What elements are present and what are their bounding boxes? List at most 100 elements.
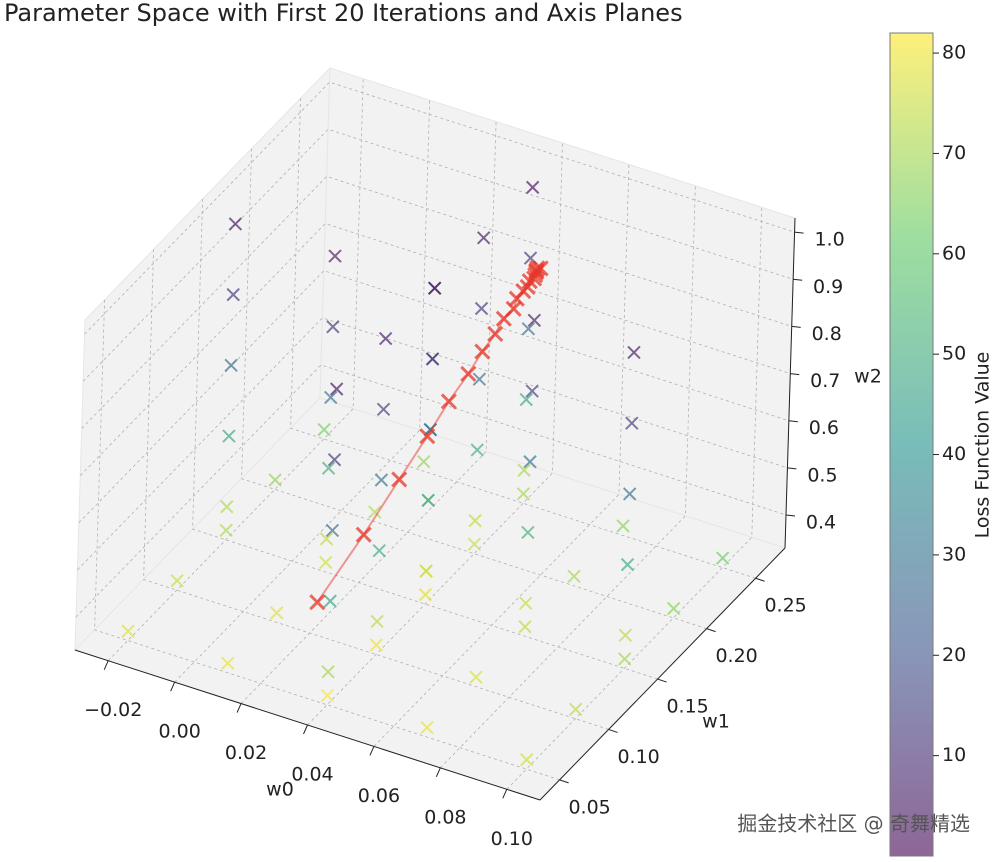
point [625,416,639,430]
point-stroke [355,526,372,543]
point [523,455,537,469]
point-stroke [666,601,681,616]
point-stroke [470,443,484,457]
x-tick-label: 0.06 [358,785,400,807]
point-stroke [517,463,531,477]
point [417,454,431,469]
point [378,331,393,346]
point-stroke [460,365,477,382]
colorbar-tick-label: 70 [942,142,966,164]
tick-mark [788,420,798,423]
grid-line [143,249,609,730]
point-stroke [567,569,581,584]
point-stroke [529,260,546,277]
point-stroke [270,606,284,620]
point-stroke [221,656,235,670]
point-stroke [372,544,386,558]
tick-mark [435,767,441,778]
point-stroke [324,390,338,405]
tick-mark [755,577,765,582]
watermark: 掘金技术社区 @ 奇舞精选 [737,812,970,836]
point [622,487,637,501]
point [327,452,342,467]
point-stroke [505,300,522,317]
point [525,384,539,398]
point [529,260,546,277]
point [325,523,340,538]
y-tick-label: 0.20 [715,645,757,667]
point-stroke [321,665,335,679]
point [666,601,681,616]
point [319,555,333,570]
y-tick-label: 0.15 [666,696,708,718]
point [440,393,457,410]
point-stroke [523,251,538,265]
x-tick-label: 0.08 [424,806,466,828]
z-tick-label: 1.0 [814,229,844,251]
tick-mark [657,678,667,683]
point-stroke [226,287,240,302]
point-stroke [474,301,489,316]
point-stroke [224,358,238,373]
point-stroke [376,402,391,417]
point [519,752,534,767]
point-stroke [519,596,533,610]
z-axis-label: w2 [854,366,882,388]
tick-mark [785,514,796,517]
point-stroke [327,452,342,467]
point [568,702,583,717]
point [427,281,442,295]
point-stroke [323,594,337,608]
tick-mark [236,703,242,713]
grid-line [107,78,364,661]
point-stroke [427,281,442,295]
point-stroke [320,688,335,703]
point [476,231,491,245]
point [505,300,522,317]
point [616,519,630,533]
point-stroke [618,628,633,643]
point [309,594,326,611]
point [328,249,342,263]
point-stroke [521,525,535,540]
point-stroke [317,422,331,437]
grid-line [290,98,756,579]
point [527,313,542,328]
point [516,487,531,501]
colorbar-tick-label: 50 [942,343,966,365]
point [324,390,338,405]
x-tick-label: 0.10 [491,828,533,850]
point-stroke [121,624,135,638]
point [319,532,334,546]
grid-line [94,299,560,781]
point-stroke [417,454,431,469]
grid-line [440,185,696,769]
point-stroke [368,505,382,519]
point [617,652,632,666]
point-stroke [715,551,730,565]
point-stroke [468,513,482,528]
point-stroke [519,392,533,407]
point [268,473,282,487]
point [425,352,440,366]
point-stroke [321,461,336,475]
colorbar-tick-label: 40 [942,443,966,465]
point-stroke [425,352,440,366]
point-stroke [268,473,282,487]
point [372,544,386,558]
point-stroke [625,416,639,430]
point [329,382,344,396]
point-stroke [440,393,457,410]
point-stroke [532,260,549,277]
tick-mark [706,628,716,633]
point [532,260,549,277]
z-tick-label: 0.8 [812,323,842,345]
chart-title: Parameter Space with First 20 Iterations… [4,0,683,27]
point [460,365,477,382]
z-tick-label: 0.4 [806,512,836,534]
point [226,287,240,302]
point-stroke [472,372,487,386]
point [270,606,284,620]
point-stroke [617,652,632,666]
point [369,638,384,652]
